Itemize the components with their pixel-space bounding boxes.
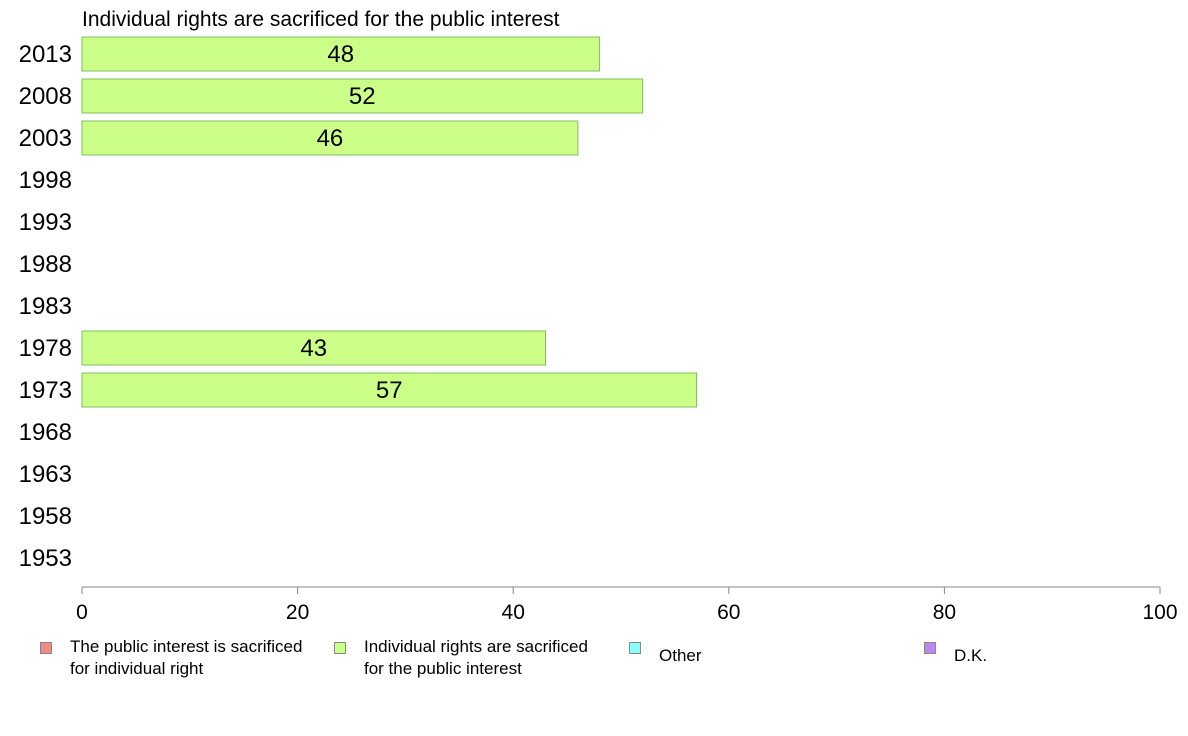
bar-value-label: 46 <box>317 125 344 152</box>
x-tick-label: 80 <box>933 601 956 624</box>
legend-swatch <box>334 642 346 654</box>
bar <box>81 78 644 114</box>
x-axis: 0 20 40 60 80 100 <box>76 586 1178 624</box>
category-label: 1998 <box>19 167 72 194</box>
legend-item-dk: D.K. <box>924 636 987 667</box>
x-tick-label: 60 <box>717 601 740 624</box>
category-label: 1993 <box>19 209 72 236</box>
category-label: 2008 <box>19 83 72 110</box>
bar-value-label: 57 <box>376 377 403 404</box>
category-label: 1958 <box>19 503 72 530</box>
category-label: 2003 <box>19 125 72 152</box>
category-label: 1968 <box>19 419 72 446</box>
category-label: 1978 <box>19 335 72 362</box>
category-label: 1963 <box>19 461 72 488</box>
bar <box>81 330 547 366</box>
legend-swatch <box>40 642 52 654</box>
legend-item-other: Other <box>629 636 702 667</box>
category-label: 2013 <box>19 41 72 68</box>
legend-label: Other <box>659 646 702 665</box>
category-label: 1988 <box>19 251 72 278</box>
category-label: 1983 <box>19 293 72 320</box>
bar-value-label: 48 <box>327 41 354 68</box>
bar <box>81 36 600 72</box>
legend: The public interest is sacrificed for in… <box>0 636 1188 696</box>
bar-value-label: 43 <box>300 335 327 362</box>
legend-label: The public interest is sacrificed for in… <box>70 637 303 678</box>
bar-value-label: 52 <box>349 83 376 110</box>
legend-item-individual-rights-sacrificed: Individual rights are sacrificed for the… <box>334 636 588 680</box>
x-tick-label: 0 <box>76 601 88 624</box>
x-tick-label: 40 <box>502 601 525 624</box>
legend-label: Individual rights are sacrificed for the… <box>364 637 588 678</box>
legend-swatch <box>629 642 641 654</box>
x-tick-label: 100 <box>1142 601 1177 624</box>
category-label: 1953 <box>19 545 72 572</box>
bar <box>81 120 579 156</box>
category-label: 1973 <box>19 377 72 404</box>
legend-label: D.K. <box>954 646 988 665</box>
legend-item-public-interest-sacrificed: The public interest is sacrificed for in… <box>40 636 302 680</box>
chart-title: Individual rights are sacrificed for the… <box>82 8 560 31</box>
bar <box>81 372 697 408</box>
x-tick-label: 20 <box>286 601 309 624</box>
legend-swatch <box>924 642 936 654</box>
